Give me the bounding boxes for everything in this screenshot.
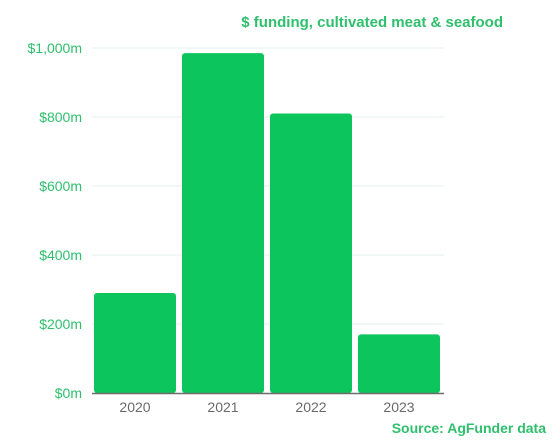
- bars: [94, 53, 440, 394]
- bar: [182, 53, 264, 394]
- y-tick-label: $1,000m: [28, 40, 82, 56]
- x-axis-ticks: 2020 2021 2022 2023: [119, 399, 414, 415]
- y-tick-label: $400m: [39, 247, 82, 263]
- y-axis-ticks: $0m $200m $400m $600m $800m $1,000m: [28, 40, 82, 401]
- y-tick-label: $600m: [39, 178, 82, 194]
- y-tick-label: $800m: [39, 109, 82, 125]
- y-tick-label: $0m: [55, 385, 82, 401]
- bar: [358, 334, 440, 393]
- bar: [94, 292, 176, 393]
- bar: [270, 113, 352, 394]
- y-tick-label: $200m: [39, 316, 82, 332]
- source-label: Source: AgFunder data: [392, 420, 546, 436]
- x-tick-label: 2022: [295, 399, 326, 415]
- chart-title: $ funding, cultivated meat & seafood: [241, 14, 503, 31]
- x-tick-label: 2023: [383, 399, 414, 415]
- x-tick-label: 2021: [207, 399, 238, 415]
- x-tick-label: 2020: [119, 399, 150, 415]
